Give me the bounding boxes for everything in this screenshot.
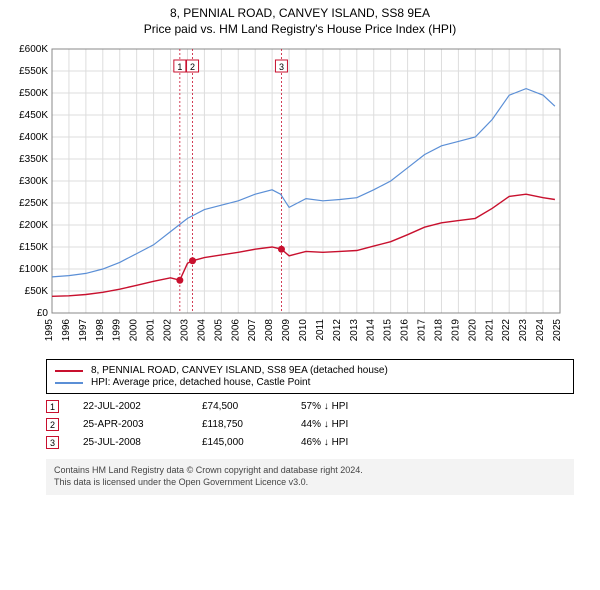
sale-row: 1 22-JUL-2002 £74,500 57% ↓ HPI (46, 400, 574, 413)
chart-title-block: 8, PENNIAL ROAD, CANVEY ISLAND, SS8 9EA … (10, 6, 590, 37)
svg-text:£150K: £150K (19, 242, 48, 253)
svg-text:2003: 2003 (179, 319, 190, 342)
chart: £0 £50K £100K £150K £200K £250K £300K £350K £400… (10, 43, 590, 353)
legend-label: 8, PENNIAL ROAD, CANVEY ISLAND, SS8 9EA … (91, 365, 388, 376)
svg-text:2007: 2007 (247, 319, 258, 342)
legend-item: HPI: Average price, detached house, Cast… (55, 377, 565, 388)
svg-text:1997: 1997 (78, 319, 89, 342)
legend-item: 8, PENNIAL ROAD, CANVEY ISLAND, SS8 9EA … (55, 365, 565, 376)
chart-svg: £0 £50K £100K £150K £200K £250K £300K £350K £400… (10, 43, 570, 353)
sale-date: 22-JUL-2002 (83, 401, 178, 412)
svg-text:£550K: £550K (19, 66, 48, 77)
sale-price: £145,000 (202, 437, 277, 448)
footer-line-1: Contains HM Land Registry data © Crown c… (54, 465, 566, 477)
svg-text:£100K: £100K (19, 264, 48, 275)
svg-text:1995: 1995 (44, 319, 55, 342)
sale-marker: 2 (46, 418, 59, 431)
svg-text:2019: 2019 (450, 319, 461, 342)
svg-text:£50K: £50K (25, 286, 49, 297)
svg-text:£300K: £300K (19, 176, 48, 187)
sale-delta: 57% ↓ HPI (301, 401, 391, 412)
svg-text:1996: 1996 (61, 319, 72, 342)
svg-text:2024: 2024 (535, 319, 546, 342)
svg-text:2020: 2020 (467, 319, 478, 342)
sale-price: £74,500 (202, 401, 277, 412)
sale-delta: 44% ↓ HPI (301, 419, 391, 430)
svg-text:2010: 2010 (298, 319, 309, 342)
svg-text:2009: 2009 (281, 319, 292, 342)
legend-label: HPI: Average price, detached house, Cast… (91, 377, 310, 388)
svg-text:2025: 2025 (552, 319, 563, 342)
svg-text:2001: 2001 (146, 319, 157, 342)
svg-text:1999: 1999 (112, 319, 123, 342)
svg-text:£0: £0 (37, 308, 49, 319)
svg-text:2002: 2002 (163, 319, 174, 342)
legend: 8, PENNIAL ROAD, CANVEY ISLAND, SS8 9EA … (46, 359, 574, 394)
svg-text:2012: 2012 (332, 319, 343, 342)
svg-text:£500K: £500K (19, 88, 48, 99)
svg-text:2021: 2021 (484, 319, 495, 342)
svg-text:£250K: £250K (19, 198, 48, 209)
sale-delta: 46% ↓ HPI (301, 437, 391, 448)
svg-text:1998: 1998 (95, 319, 106, 342)
svg-text:2: 2 (190, 62, 195, 72)
svg-text:£600K: £600K (19, 44, 48, 55)
svg-text:2006: 2006 (230, 319, 241, 342)
svg-text:2022: 2022 (501, 319, 512, 342)
title-line-2: Price paid vs. HM Land Registry's House … (10, 22, 590, 38)
sale-price: £118,750 (202, 419, 277, 430)
legend-swatch (55, 382, 83, 384)
attribution-footer: Contains HM Land Registry data © Crown c… (46, 459, 574, 494)
svg-text:3: 3 (279, 62, 284, 72)
svg-text:2008: 2008 (264, 319, 275, 342)
footer-line-2: This data is licensed under the Open Gov… (54, 477, 566, 489)
sale-row: 2 25-APR-2003 £118,750 44% ↓ HPI (46, 418, 574, 431)
svg-text:2005: 2005 (213, 319, 224, 342)
svg-text:2023: 2023 (518, 319, 529, 342)
sales-table: 1 22-JUL-2002 £74,500 57% ↓ HPI 2 25-APR-2003… (46, 400, 574, 449)
sale-row: 3 25-JUL-2008 £145,000 46% ↓ HPI (46, 436, 574, 449)
sale-marker: 1 (46, 400, 59, 413)
svg-text:1: 1 (177, 62, 182, 72)
svg-text:2014: 2014 (366, 319, 377, 342)
svg-text:2015: 2015 (383, 319, 394, 342)
svg-text:2011: 2011 (315, 319, 326, 341)
svg-text:2000: 2000 (129, 319, 140, 342)
svg-text:2013: 2013 (349, 319, 360, 342)
svg-text:2016: 2016 (400, 319, 411, 342)
svg-text:2018: 2018 (433, 319, 444, 342)
svg-text:2017: 2017 (417, 319, 428, 342)
svg-text:2004: 2004 (196, 319, 207, 342)
sale-marker: 3 (46, 436, 59, 449)
svg-text:£450K: £450K (19, 110, 48, 121)
legend-swatch (55, 370, 83, 372)
title-line-1: 8, PENNIAL ROAD, CANVEY ISLAND, SS8 9EA (10, 6, 590, 22)
svg-text:£350K: £350K (19, 154, 48, 165)
svg-text:£200K: £200K (19, 220, 48, 231)
sale-date: 25-APR-2003 (83, 419, 178, 430)
sale-date: 25-JUL-2008 (83, 437, 178, 448)
svg-text:£400K: £400K (19, 132, 48, 143)
